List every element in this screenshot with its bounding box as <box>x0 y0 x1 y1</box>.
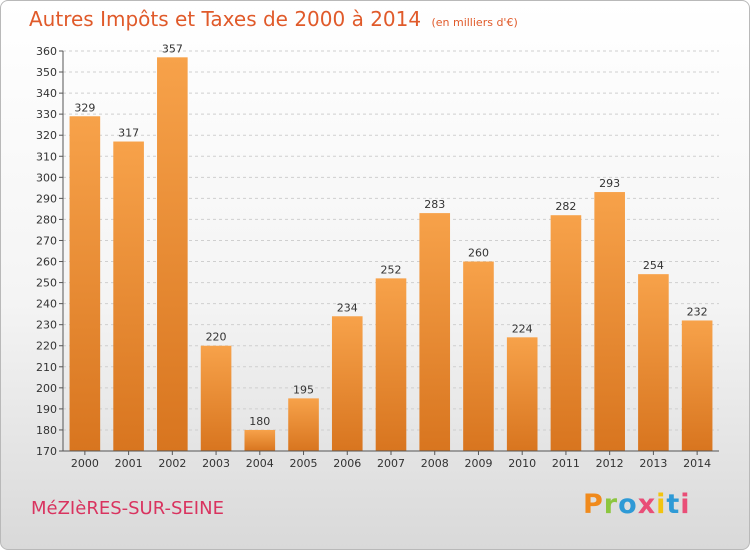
logo-letter: o <box>618 489 638 520</box>
bar <box>331 316 363 451</box>
axis-layer: 170 180 190 200 210 220 230 240 250 260 270 280 290 3… <box>36 45 719 470</box>
x-tick-label: 2014 <box>683 457 711 470</box>
data-label: 232 <box>687 305 708 318</box>
x-tick-label: 2011 <box>552 457 580 470</box>
data-label: 260 <box>468 247 489 260</box>
data-label: 220 <box>206 331 227 344</box>
bar <box>157 57 188 451</box>
bar <box>200 345 232 451</box>
x-tick-label: 2006 <box>333 457 361 470</box>
data-label: 329 <box>74 101 95 114</box>
town-name: MéZIèRES-SUR-SEINE <box>31 498 224 519</box>
y-tick-label: 210 <box>36 361 57 374</box>
y-tick-label: 190 <box>36 403 57 416</box>
data-label: 283 <box>424 198 445 211</box>
logo-letter: i <box>680 489 691 520</box>
y-tick-label: 360 <box>36 45 57 58</box>
bar <box>638 274 669 451</box>
bar <box>550 215 582 451</box>
data-label: 252 <box>381 263 402 276</box>
x-tick-label: 2010 <box>508 457 536 470</box>
x-tick-label: 2009 <box>464 457 492 470</box>
y-tick-label: 320 <box>36 129 57 142</box>
data-label: 195 <box>293 383 314 396</box>
bar <box>113 141 144 452</box>
logo-letter: t <box>666 489 681 520</box>
labels-layer: 329 317 357 220 180 195 234 252 283 260 224 282 293 2… <box>74 42 707 428</box>
logo-letter: i <box>656 489 667 520</box>
y-tick-label: 260 <box>36 256 57 269</box>
bars-layer <box>69 57 713 452</box>
bar <box>594 192 625 452</box>
chart-subtitle: (en milliers d'€) <box>431 16 518 29</box>
bar <box>69 116 101 452</box>
proxiti-logo: Proxiti <box>583 489 691 520</box>
x-tick-label: 2004 <box>246 457 274 470</box>
data-label: 317 <box>118 127 139 140</box>
bar <box>244 429 276 451</box>
y-tick-label: 280 <box>36 213 57 226</box>
chart-title-text: Autres Impôts et Taxes de 2000 à 2014 <box>29 7 422 31</box>
bar <box>506 337 538 451</box>
y-tick-label: 240 <box>36 298 57 311</box>
y-tick-label: 290 <box>36 192 57 205</box>
y-tick-label: 340 <box>36 87 57 100</box>
data-label: 282 <box>555 200 576 213</box>
data-label: 234 <box>337 301 358 314</box>
data-label: 357 <box>162 42 183 55</box>
y-tick-label: 300 <box>36 171 57 184</box>
y-tick-label: 250 <box>36 277 57 290</box>
x-tick-label: 2013 <box>639 457 667 470</box>
y-tick-label: 270 <box>36 234 57 247</box>
bar <box>463 261 494 451</box>
x-tick-label: 2007 <box>377 457 405 470</box>
y-tick-label: 180 <box>36 424 57 437</box>
bar <box>375 278 407 451</box>
y-tick-label: 220 <box>36 340 57 353</box>
y-tick-label: 310 <box>36 150 57 163</box>
data-label: 180 <box>249 415 270 428</box>
chart-title: Autres Impôts et Taxes de 2000 à 2014 (e… <box>29 7 518 31</box>
bar <box>419 213 451 451</box>
bar <box>288 398 319 451</box>
y-tick-label: 170 <box>36 445 57 458</box>
y-tick-label: 200 <box>36 382 57 395</box>
y-tick-label: 330 <box>36 108 57 121</box>
logo-letter: r <box>603 489 619 520</box>
x-tick-label: 2008 <box>421 457 449 470</box>
logo-letter: P <box>583 489 604 520</box>
y-tick-label: 350 <box>36 66 57 79</box>
bar <box>681 320 713 451</box>
x-tick-label: 2003 <box>202 457 230 470</box>
data-label: 293 <box>599 177 620 190</box>
x-tick-label: 2000 <box>71 457 99 470</box>
x-tick-label: 2001 <box>115 457 143 470</box>
x-tick-label: 2002 <box>158 457 186 470</box>
data-label: 224 <box>512 322 533 335</box>
data-label: 254 <box>643 259 664 272</box>
x-tick-label: 2012 <box>596 457 624 470</box>
logo-letter: x <box>637 489 657 520</box>
x-tick-label: 2005 <box>290 457 318 470</box>
y-tick-label: 230 <box>36 319 57 332</box>
